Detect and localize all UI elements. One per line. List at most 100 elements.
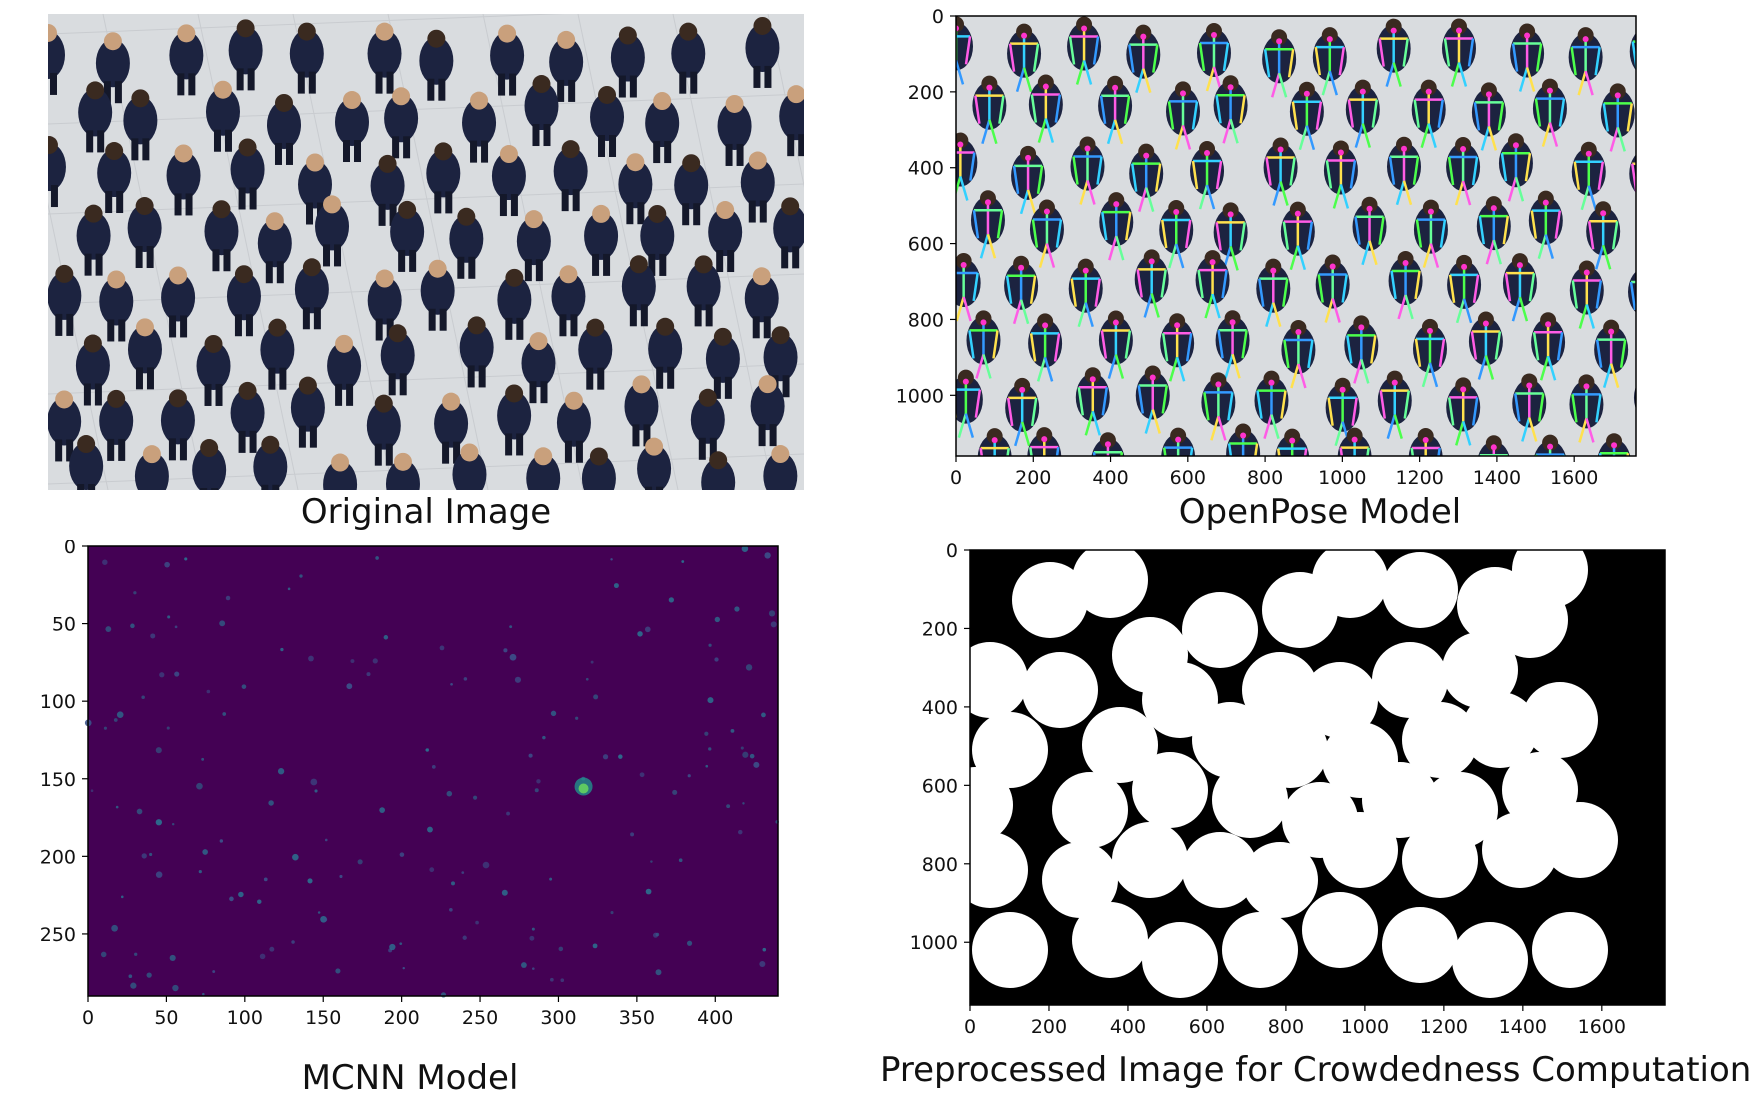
person-blob — [1372, 642, 1448, 718]
person-blob — [1312, 550, 1388, 618]
pose-skeleton — [1160, 313, 1195, 382]
person — [196, 334, 231, 406]
person — [76, 204, 111, 276]
person — [97, 142, 132, 214]
pose-skeleton — [1161, 427, 1196, 456]
density-spot — [431, 764, 436, 769]
x-tick-label: 350 — [619, 1007, 655, 1029]
person-blob — [1492, 582, 1568, 658]
person — [744, 267, 779, 339]
x-tick-label: 0 — [82, 1007, 94, 1029]
density-spot — [350, 659, 355, 664]
density-spot — [529, 935, 535, 941]
density-spot — [509, 653, 517, 661]
person-blob — [1012, 562, 1088, 638]
pose-skeleton — [1597, 433, 1631, 456]
density-spot — [166, 726, 170, 730]
pose-skeleton — [1098, 310, 1133, 379]
density-spot — [346, 683, 353, 690]
density-spot — [136, 808, 143, 815]
pose-skeleton — [1312, 27, 1347, 96]
person — [260, 318, 295, 390]
pose-skeleton — [1215, 310, 1250, 379]
pose-skeleton — [1447, 254, 1482, 324]
person-blob — [1112, 822, 1188, 898]
y-tick-label: 200 — [922, 618, 958, 640]
pose-skeleton — [1275, 428, 1310, 456]
pose-skeleton — [1337, 427, 1372, 456]
crowd-photo-drawing — [48, 14, 804, 490]
pose-skeleton — [1594, 319, 1629, 388]
density-spot — [184, 557, 188, 561]
y-tick-label: 0 — [932, 6, 944, 28]
density-spot — [475, 920, 479, 925]
pose-skeleton — [1098, 75, 1133, 145]
person — [323, 453, 358, 490]
density-spot — [686, 940, 693, 946]
pose-skeleton — [1254, 370, 1289, 439]
density-spot — [174, 625, 178, 629]
density-spot — [399, 942, 403, 946]
pose-skeleton — [1413, 199, 1448, 268]
person — [75, 334, 110, 406]
density-spot — [681, 560, 685, 563]
person — [524, 75, 559, 147]
person — [584, 204, 619, 276]
y-tick-label: 400 — [922, 697, 958, 719]
x-tick-label: 300 — [540, 1007, 576, 1029]
pose-skeleton — [956, 252, 981, 322]
person — [526, 447, 561, 490]
density-spot — [532, 967, 535, 970]
density-spot — [536, 779, 541, 784]
person-blob — [1082, 707, 1158, 783]
density-spot — [425, 748, 429, 752]
x-tick-label: 800 — [1268, 1016, 1304, 1038]
density-spot — [734, 606, 740, 612]
pose-skeleton — [1196, 22, 1231, 92]
density-spot — [102, 559, 108, 565]
pose-skeleton — [1345, 79, 1380, 148]
person — [516, 210, 551, 282]
person — [581, 447, 616, 490]
density-spot — [335, 968, 341, 974]
density-spot — [323, 917, 328, 922]
pose-skeleton — [1531, 312, 1566, 381]
density-spot — [759, 960, 766, 968]
pose-skeleton — [1029, 199, 1064, 268]
person-blob — [1242, 842, 1318, 918]
person — [230, 138, 265, 210]
person — [95, 32, 130, 104]
density-spot — [427, 826, 433, 833]
pose-skeleton — [972, 75, 1007, 145]
density-spot — [704, 731, 709, 736]
person — [192, 439, 227, 490]
pose-skeleton — [1027, 427, 1062, 456]
density-spot — [128, 974, 133, 979]
density-spot — [263, 877, 268, 882]
density-spot — [339, 874, 343, 879]
person — [773, 197, 804, 269]
person — [420, 259, 455, 331]
person — [717, 94, 752, 166]
pose-skeleton — [1446, 377, 1481, 446]
pose-skeleton — [1068, 258, 1103, 328]
density-spot — [714, 657, 719, 662]
pose-skeleton — [1534, 434, 1566, 456]
person — [740, 151, 775, 223]
density-spot — [707, 697, 714, 704]
person — [290, 376, 325, 448]
density-spot — [219, 839, 224, 843]
density-spot — [446, 790, 453, 797]
density-spot — [714, 616, 720, 623]
original-crowd-photo — [48, 14, 804, 490]
person-blob — [1302, 662, 1378, 738]
person-blob — [970, 832, 1028, 908]
density-spot — [575, 716, 579, 720]
person — [370, 154, 405, 226]
person — [590, 85, 625, 157]
pose-skeleton — [966, 310, 1001, 379]
person — [497, 268, 532, 340]
density-spot — [229, 896, 234, 902]
person — [205, 80, 240, 152]
density-spot — [134, 952, 138, 956]
